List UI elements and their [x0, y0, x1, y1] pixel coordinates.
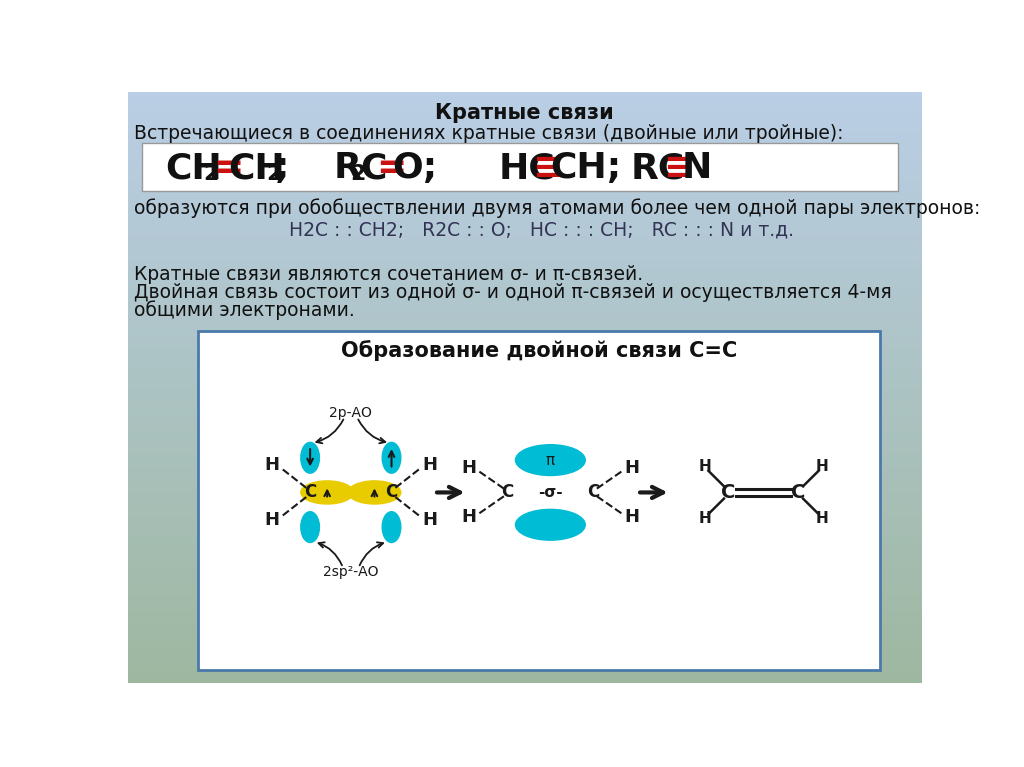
- Text: H2C : : CH2;   R2C : : O;   HC : : : CH;   RC : : : N и т.д.: H2C : : CH2; R2C : : O; HC : : : CH; RC …: [228, 221, 794, 239]
- Text: образуются при обобществлении двумя атомами более чем одной пары электронов:: образуются при обобществлении двумя атом…: [134, 199, 981, 218]
- Text: 2: 2: [350, 164, 366, 184]
- Text: Кратные связи являются сочетанием σ- и π-связей.: Кратные связи являются сочетанием σ- и π…: [134, 265, 643, 285]
- Text: H: H: [423, 456, 437, 474]
- Text: H: H: [625, 508, 639, 526]
- Text: ≡: ≡: [663, 151, 693, 186]
- Text: HC: HC: [499, 151, 555, 186]
- Ellipse shape: [301, 443, 319, 473]
- Text: C: C: [587, 483, 599, 502]
- Text: H: H: [625, 459, 639, 477]
- Text: общими электронами.: общими электронами.: [134, 301, 355, 321]
- Ellipse shape: [301, 481, 353, 504]
- Text: H: H: [423, 511, 437, 529]
- FancyBboxPatch shape: [198, 331, 880, 670]
- Text: H: H: [815, 459, 828, 474]
- Text: CH: CH: [228, 151, 286, 186]
- Text: H: H: [462, 508, 476, 526]
- Text: C: C: [304, 483, 316, 502]
- Text: H: H: [699, 459, 712, 474]
- Text: CH;: CH;: [550, 151, 622, 186]
- Text: CH: CH: [165, 151, 222, 186]
- Text: Двойная связь состоит из одной σ- и одной π-связей и осуществляется 4-мя: Двойная связь состоит из одной σ- и одно…: [134, 283, 892, 302]
- Ellipse shape: [382, 512, 400, 542]
- Text: R: R: [334, 151, 361, 186]
- Text: H: H: [462, 459, 476, 477]
- Text: =: =: [376, 151, 407, 186]
- Text: C: C: [360, 151, 387, 186]
- Text: H: H: [264, 456, 279, 474]
- Text: 2: 2: [266, 164, 282, 184]
- Text: ≡: ≡: [531, 151, 562, 186]
- Ellipse shape: [515, 509, 586, 540]
- Text: H: H: [264, 511, 279, 529]
- Text: C: C: [722, 483, 736, 502]
- Text: Встречающиеся в соединениях кратные связи (двойные или тройные):: Встречающиеся в соединениях кратные связ…: [134, 124, 844, 143]
- Text: -σ-: -σ-: [538, 485, 562, 500]
- Text: Образование двойной связи С=С: Образование двойной связи С=С: [341, 340, 737, 361]
- Text: ;: ;: [275, 151, 290, 186]
- FancyBboxPatch shape: [142, 143, 898, 191]
- Text: C: C: [792, 483, 806, 502]
- Text: RC: RC: [630, 151, 684, 186]
- Ellipse shape: [515, 445, 586, 476]
- Text: O;: O;: [392, 151, 437, 186]
- Text: π: π: [546, 453, 555, 468]
- Text: N: N: [681, 151, 712, 186]
- Text: H: H: [815, 511, 828, 526]
- Text: C: C: [502, 483, 514, 502]
- Text: 2sp²-АО: 2sp²-АО: [323, 565, 379, 579]
- Ellipse shape: [301, 512, 319, 542]
- Text: Кратные связи: Кратные связи: [435, 103, 614, 123]
- Text: 2p-АО: 2p-АО: [330, 407, 373, 420]
- Ellipse shape: [382, 443, 400, 473]
- Text: 2: 2: [203, 164, 218, 184]
- Text: H: H: [699, 511, 712, 526]
- Ellipse shape: [348, 481, 400, 504]
- Text: =: =: [213, 151, 244, 186]
- Text: C: C: [385, 483, 397, 502]
